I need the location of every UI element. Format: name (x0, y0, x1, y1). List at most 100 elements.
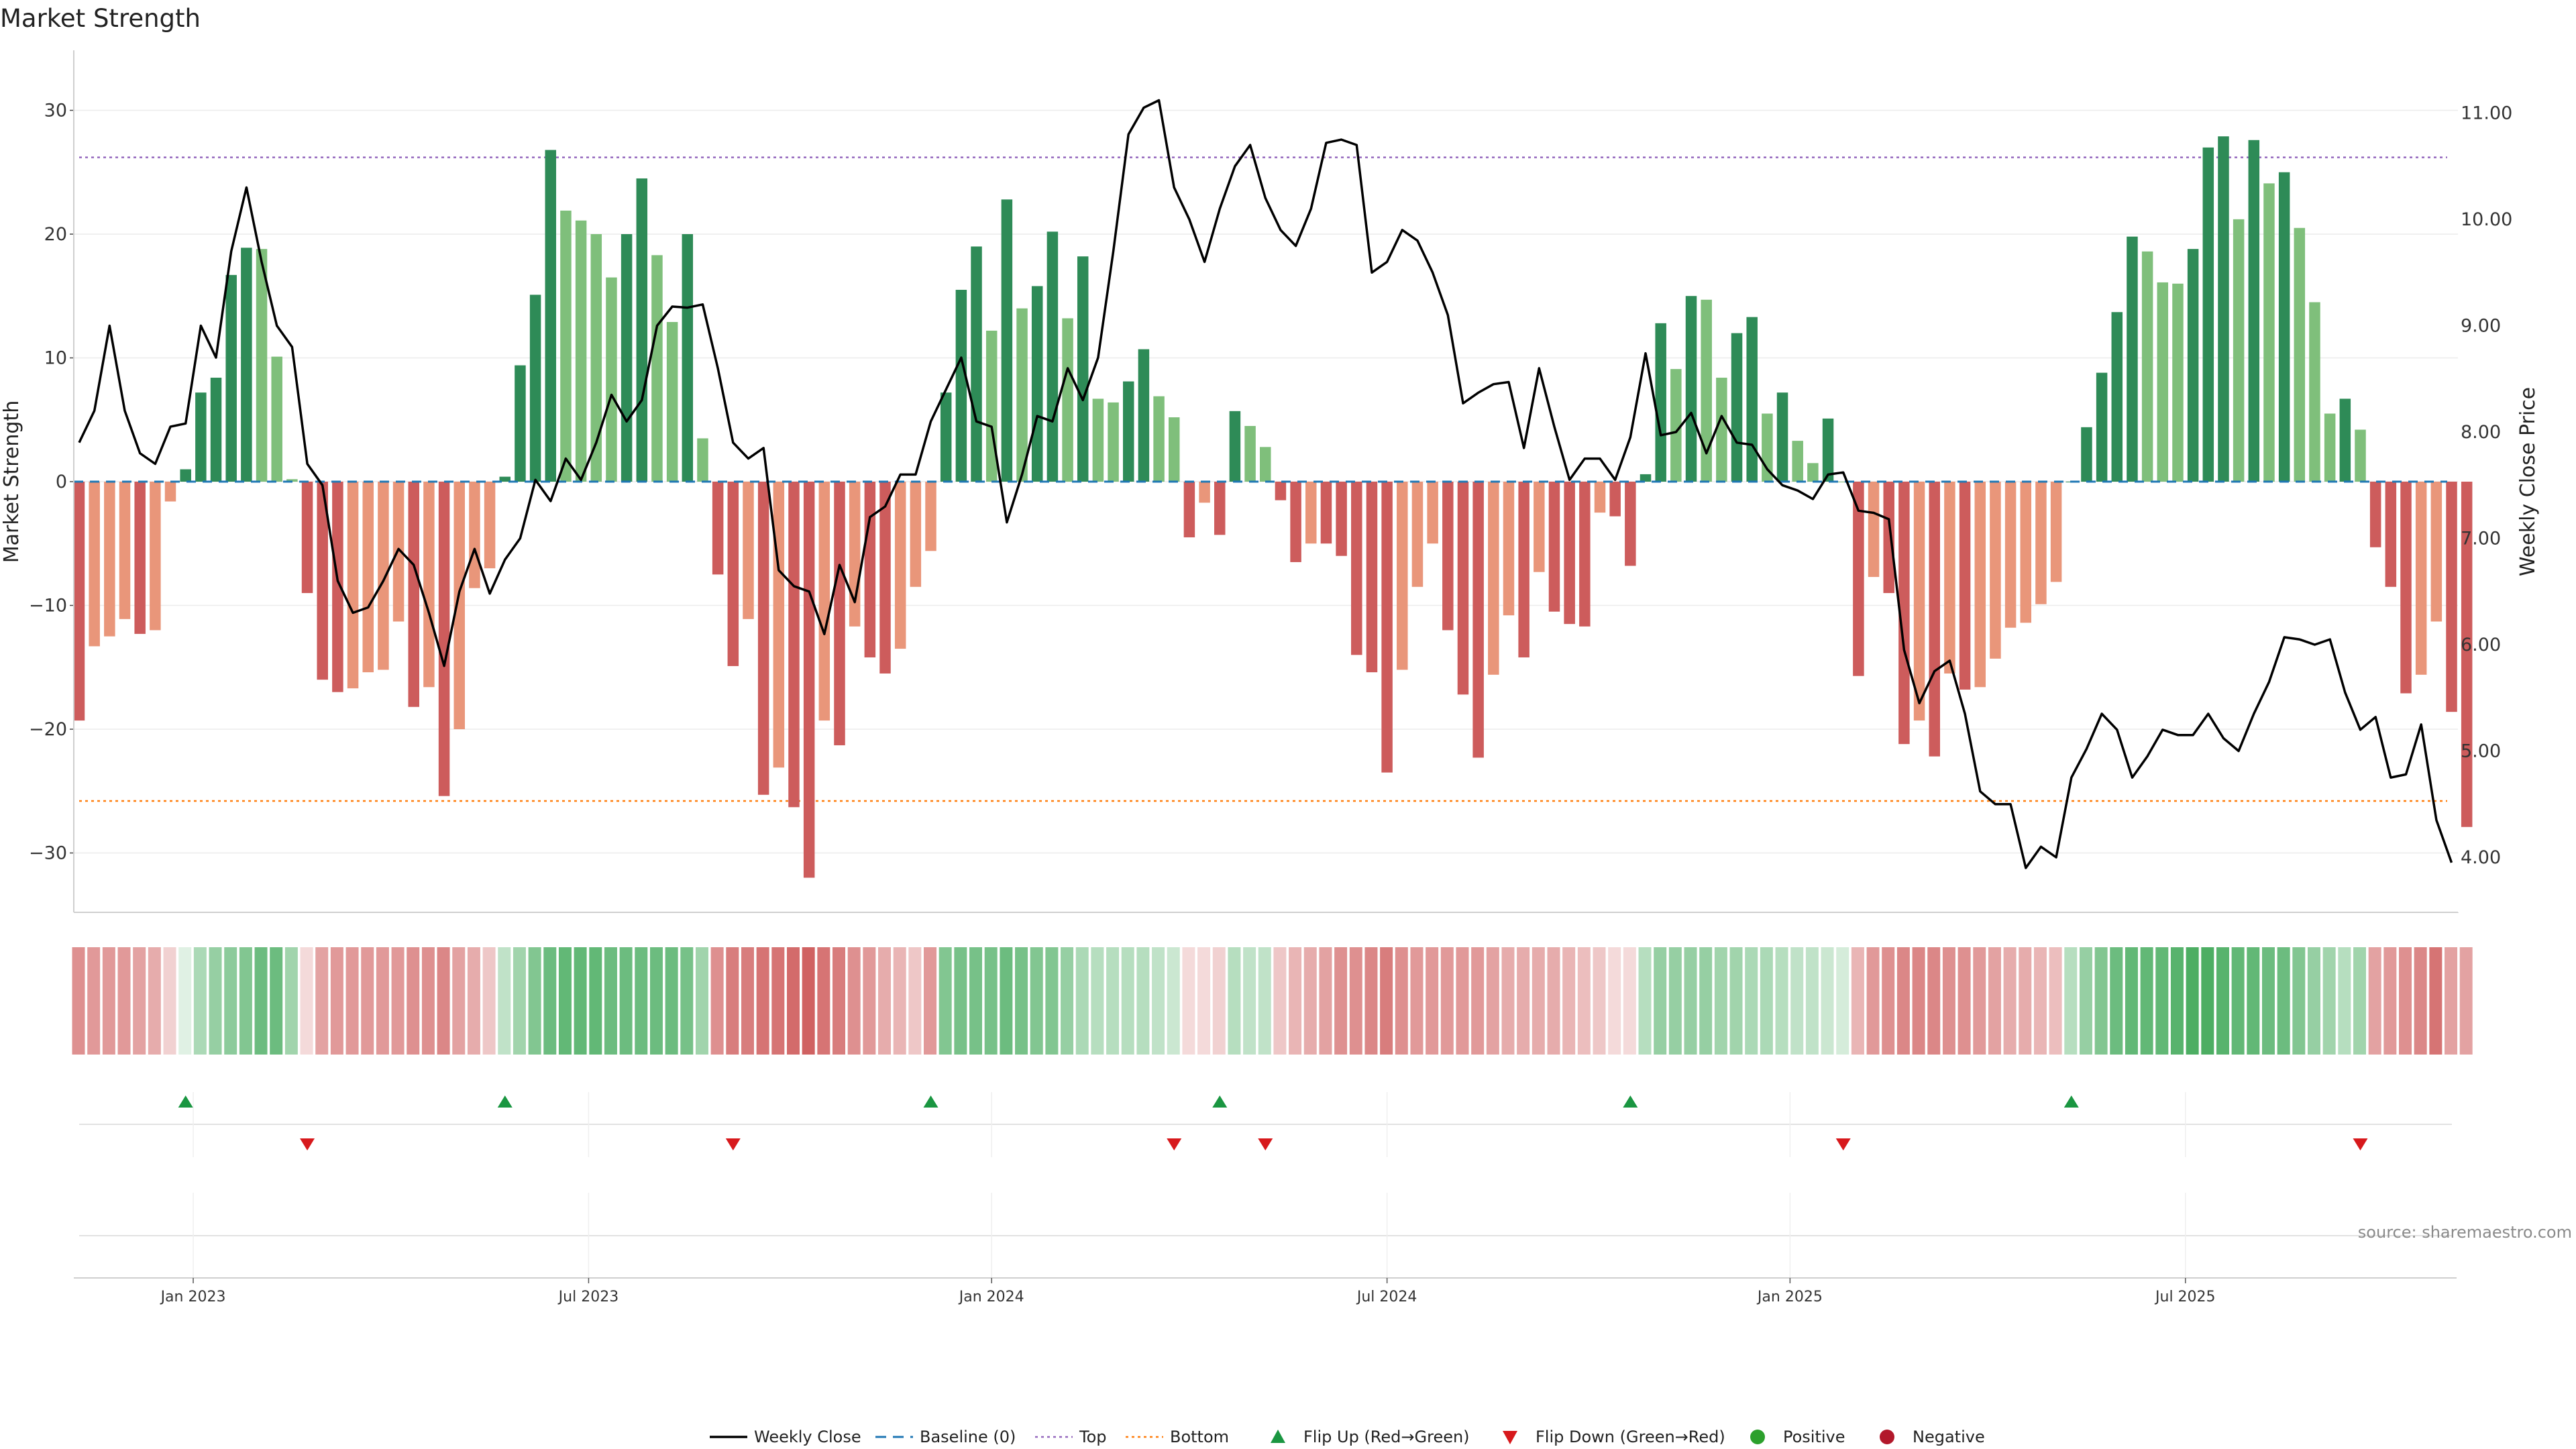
strength-bar (1275, 482, 1287, 500)
strength-strip-cell (1440, 947, 1454, 1055)
strength-bar (971, 246, 982, 482)
strength-strip-cell (2459, 947, 2473, 1055)
y-tick-label: −20 (29, 719, 67, 740)
strength-bar (515, 365, 526, 482)
strength-bar (1138, 349, 1150, 482)
strength-bar (1625, 482, 1636, 566)
strength-strip-cell (467, 947, 480, 1055)
strength-bar (1108, 402, 1119, 482)
strength-strip-cell (2201, 947, 2214, 1055)
y2-tick-label: 6.00 (2461, 635, 2501, 655)
strength-strip-cell (1000, 947, 1013, 1055)
strength-strip-cell (498, 947, 511, 1055)
strength-strip-cell (482, 947, 496, 1055)
bars-layer (73, 136, 2473, 878)
strength-bar (636, 178, 648, 482)
strength-strip-cell (1395, 947, 1408, 1055)
strength-strip-cell (1577, 947, 1591, 1055)
weekly-close-line (78, 99, 2453, 869)
strength-bar (788, 482, 800, 808)
strength-bar (2096, 372, 2108, 482)
strength-bar (1776, 392, 1788, 482)
strength-bar (1792, 441, 1803, 482)
strength-strip-cell (1212, 947, 1226, 1055)
strength-bar (666, 321, 678, 482)
strength-bar (453, 482, 465, 729)
strength-bar (73, 482, 85, 721)
strength-strip-cell (954, 947, 967, 1055)
strength-strip-cell (2064, 947, 2078, 1055)
strength-bar (757, 482, 769, 795)
strength-strip-cell (2414, 947, 2427, 1055)
strength-strip-cell (1456, 947, 1469, 1055)
strength-bar (1336, 482, 1347, 556)
legend-label: Positive (1783, 1428, 1845, 1446)
strength-strip-cell (2094, 947, 2108, 1055)
strength-bar (1122, 381, 1134, 482)
strength-bar (2430, 482, 2443, 622)
strength-bar (849, 482, 861, 627)
strength-bar (2294, 227, 2306, 482)
strength-bar (1183, 482, 1195, 538)
strength-bar (560, 210, 572, 482)
strength-bar (2461, 482, 2473, 827)
strength-bar (773, 482, 785, 768)
strength-bar (2369, 482, 2381, 547)
strength-strip-cell (1821, 947, 1834, 1055)
strength-strip-cell (847, 947, 861, 1055)
strength-bar (1153, 396, 1165, 482)
strength-bar (1077, 256, 1089, 482)
strength-bar (1685, 296, 1697, 482)
strength-bar (1244, 425, 1256, 482)
flip-up-marker (1623, 1095, 1638, 1108)
strength-bar (2004, 482, 2017, 628)
strength-bar (1001, 199, 1013, 482)
strength-strip-cell (1654, 947, 1667, 1055)
strength-strip-cell (437, 947, 450, 1055)
strength-strip-cell (1258, 947, 1271, 1055)
strength-strip-cell (315, 947, 329, 1055)
strength-bar (606, 277, 617, 482)
strength-bar (1974, 482, 1986, 688)
strength-strip-cell (635, 947, 648, 1055)
strength-bar (1594, 482, 1606, 513)
strength-strip-cell (1273, 947, 1287, 1055)
flip-up-marker (497, 1095, 513, 1108)
strength-bar (1807, 463, 1819, 482)
strength-bar (2248, 140, 2260, 482)
strength-bar (438, 482, 450, 796)
strength-bar (2263, 183, 2275, 482)
strength-bar (545, 150, 557, 482)
strength-strip-cell (1152, 947, 1165, 1055)
legend-item-bottom: Bottom (1126, 1428, 1229, 1446)
strength-strip-cell (2429, 947, 2443, 1055)
strength-strip-cell (1668, 947, 1682, 1055)
strength-bar (2446, 482, 2457, 712)
strength-strip-cell (984, 947, 998, 1055)
strength-strip-cell (376, 947, 389, 1055)
legend-label: Flip Down (Green→Red) (1536, 1428, 1725, 1446)
strength-strip-cell (239, 947, 252, 1055)
strength-bar (2050, 482, 2062, 582)
strength-bar (2400, 482, 2412, 694)
strength-bar (1564, 482, 1575, 625)
strength-bar (271, 356, 282, 482)
strength-bar (1031, 286, 1043, 482)
strength-bar (164, 482, 176, 502)
strength-bar (727, 482, 739, 666)
strength-strip-cell (2079, 947, 2092, 1055)
strength-bar (1366, 482, 1378, 673)
strength-strip-cell (1182, 947, 1195, 1055)
strength-strip-cell (2170, 947, 2184, 1055)
flip-markers (79, 1092, 2452, 1278)
x-tick-label: Jul 2023 (557, 1289, 619, 1305)
strength-strip-cell (1121, 947, 1134, 1055)
strength-bar (575, 220, 587, 482)
strength-strip-cell (833, 947, 845, 1055)
strength-bar (2187, 249, 2199, 482)
strength-strip-cell (908, 947, 922, 1055)
strength-strip-cell (72, 947, 85, 1055)
flip-down-marker (300, 1138, 315, 1150)
strength-bar (1929, 482, 1940, 757)
strength-strip-cell (345, 947, 359, 1055)
